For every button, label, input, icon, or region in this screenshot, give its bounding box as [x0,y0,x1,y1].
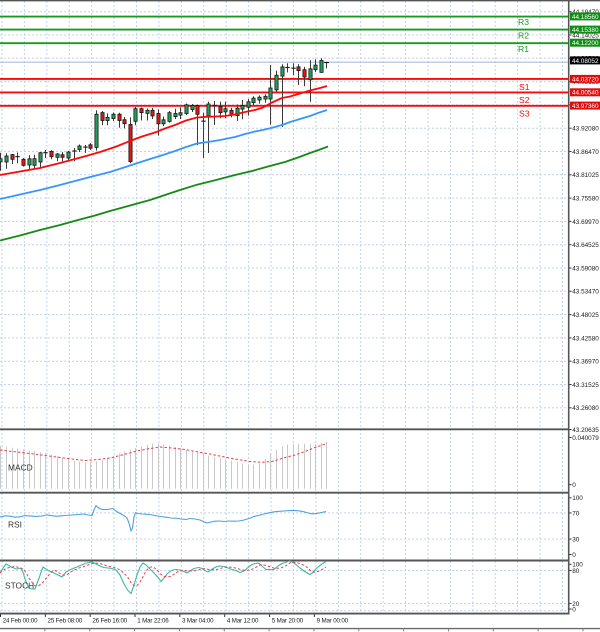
svg-text:70: 70 [572,510,580,517]
svg-text:43.36970: 43.36970 [572,359,599,366]
svg-text:43.86470: 43.86470 [572,149,599,156]
svg-text:43.42580: 43.42580 [572,335,599,342]
svg-text:43.59080: 43.59080 [572,265,599,272]
svg-text:100: 100 [572,562,583,569]
svg-text:3 Mar 04:00: 3 Mar 04:00 [182,617,214,624]
svg-text:43.53470: 43.53470 [572,289,599,296]
svg-text:S1: S1 [519,82,530,92]
svg-text:1 Mar 22:06: 1 Mar 22:06 [137,617,169,624]
svg-text:R1: R1 [518,44,529,54]
svg-text:STOCH: STOCH [5,580,34,590]
svg-text:0: 0 [572,606,576,613]
svg-text:43.92080: 43.92080 [572,126,599,133]
svg-text:R2: R2 [518,30,529,40]
svg-text:0: 0 [572,482,576,489]
svg-text:26 Feb 16:00: 26 Feb 16:00 [92,617,127,624]
svg-text:4 Mar 12:00: 4 Mar 12:00 [227,617,259,624]
svg-text:44.08052: 44.08052 [572,58,599,65]
svg-text:S2: S2 [519,95,530,105]
svg-text:0.040079: 0.040079 [572,435,599,442]
svg-text:43.81025: 43.81025 [572,172,599,179]
svg-text:44.14025: 44.14025 [572,32,599,39]
svg-text:44.00540: 44.00540 [572,90,599,97]
svg-text:80: 80 [572,568,580,575]
svg-text:43.69970: 43.69970 [572,219,599,226]
svg-text:25 Feb 08:00: 25 Feb 08:00 [48,617,83,624]
svg-text:20: 20 [572,601,580,608]
svg-text:100: 100 [572,495,583,502]
svg-text:43.31525: 43.31525 [572,382,599,389]
svg-text:0: 0 [572,552,576,559]
svg-text:24 Feb 00:00: 24 Feb 00:00 [3,617,38,624]
svg-text:43.75580: 43.75580 [572,196,599,203]
svg-text:44.15380: 44.15380 [572,27,599,34]
svg-text:44.03720: 44.03720 [572,76,599,83]
svg-text:5 Mar 20:00: 5 Mar 20:00 [272,617,304,624]
svg-text:43.64525: 43.64525 [572,242,599,249]
svg-text:43.97360: 43.97360 [572,103,599,110]
svg-text:30: 30 [572,537,580,544]
svg-text:43.26080: 43.26080 [572,405,599,412]
svg-text:RSI: RSI [8,519,22,529]
svg-text:9 Mar 00:00: 9 Mar 00:00 [317,617,349,624]
svg-text:S3: S3 [519,109,530,119]
svg-text:MACD: MACD [8,463,33,473]
svg-text:R3: R3 [518,17,529,27]
svg-text:44.18560: 44.18560 [572,14,599,21]
svg-text:43.20635: 43.20635 [572,427,599,434]
svg-text:43.48025: 43.48025 [572,312,599,319]
svg-text:44.12200: 44.12200 [572,40,599,47]
